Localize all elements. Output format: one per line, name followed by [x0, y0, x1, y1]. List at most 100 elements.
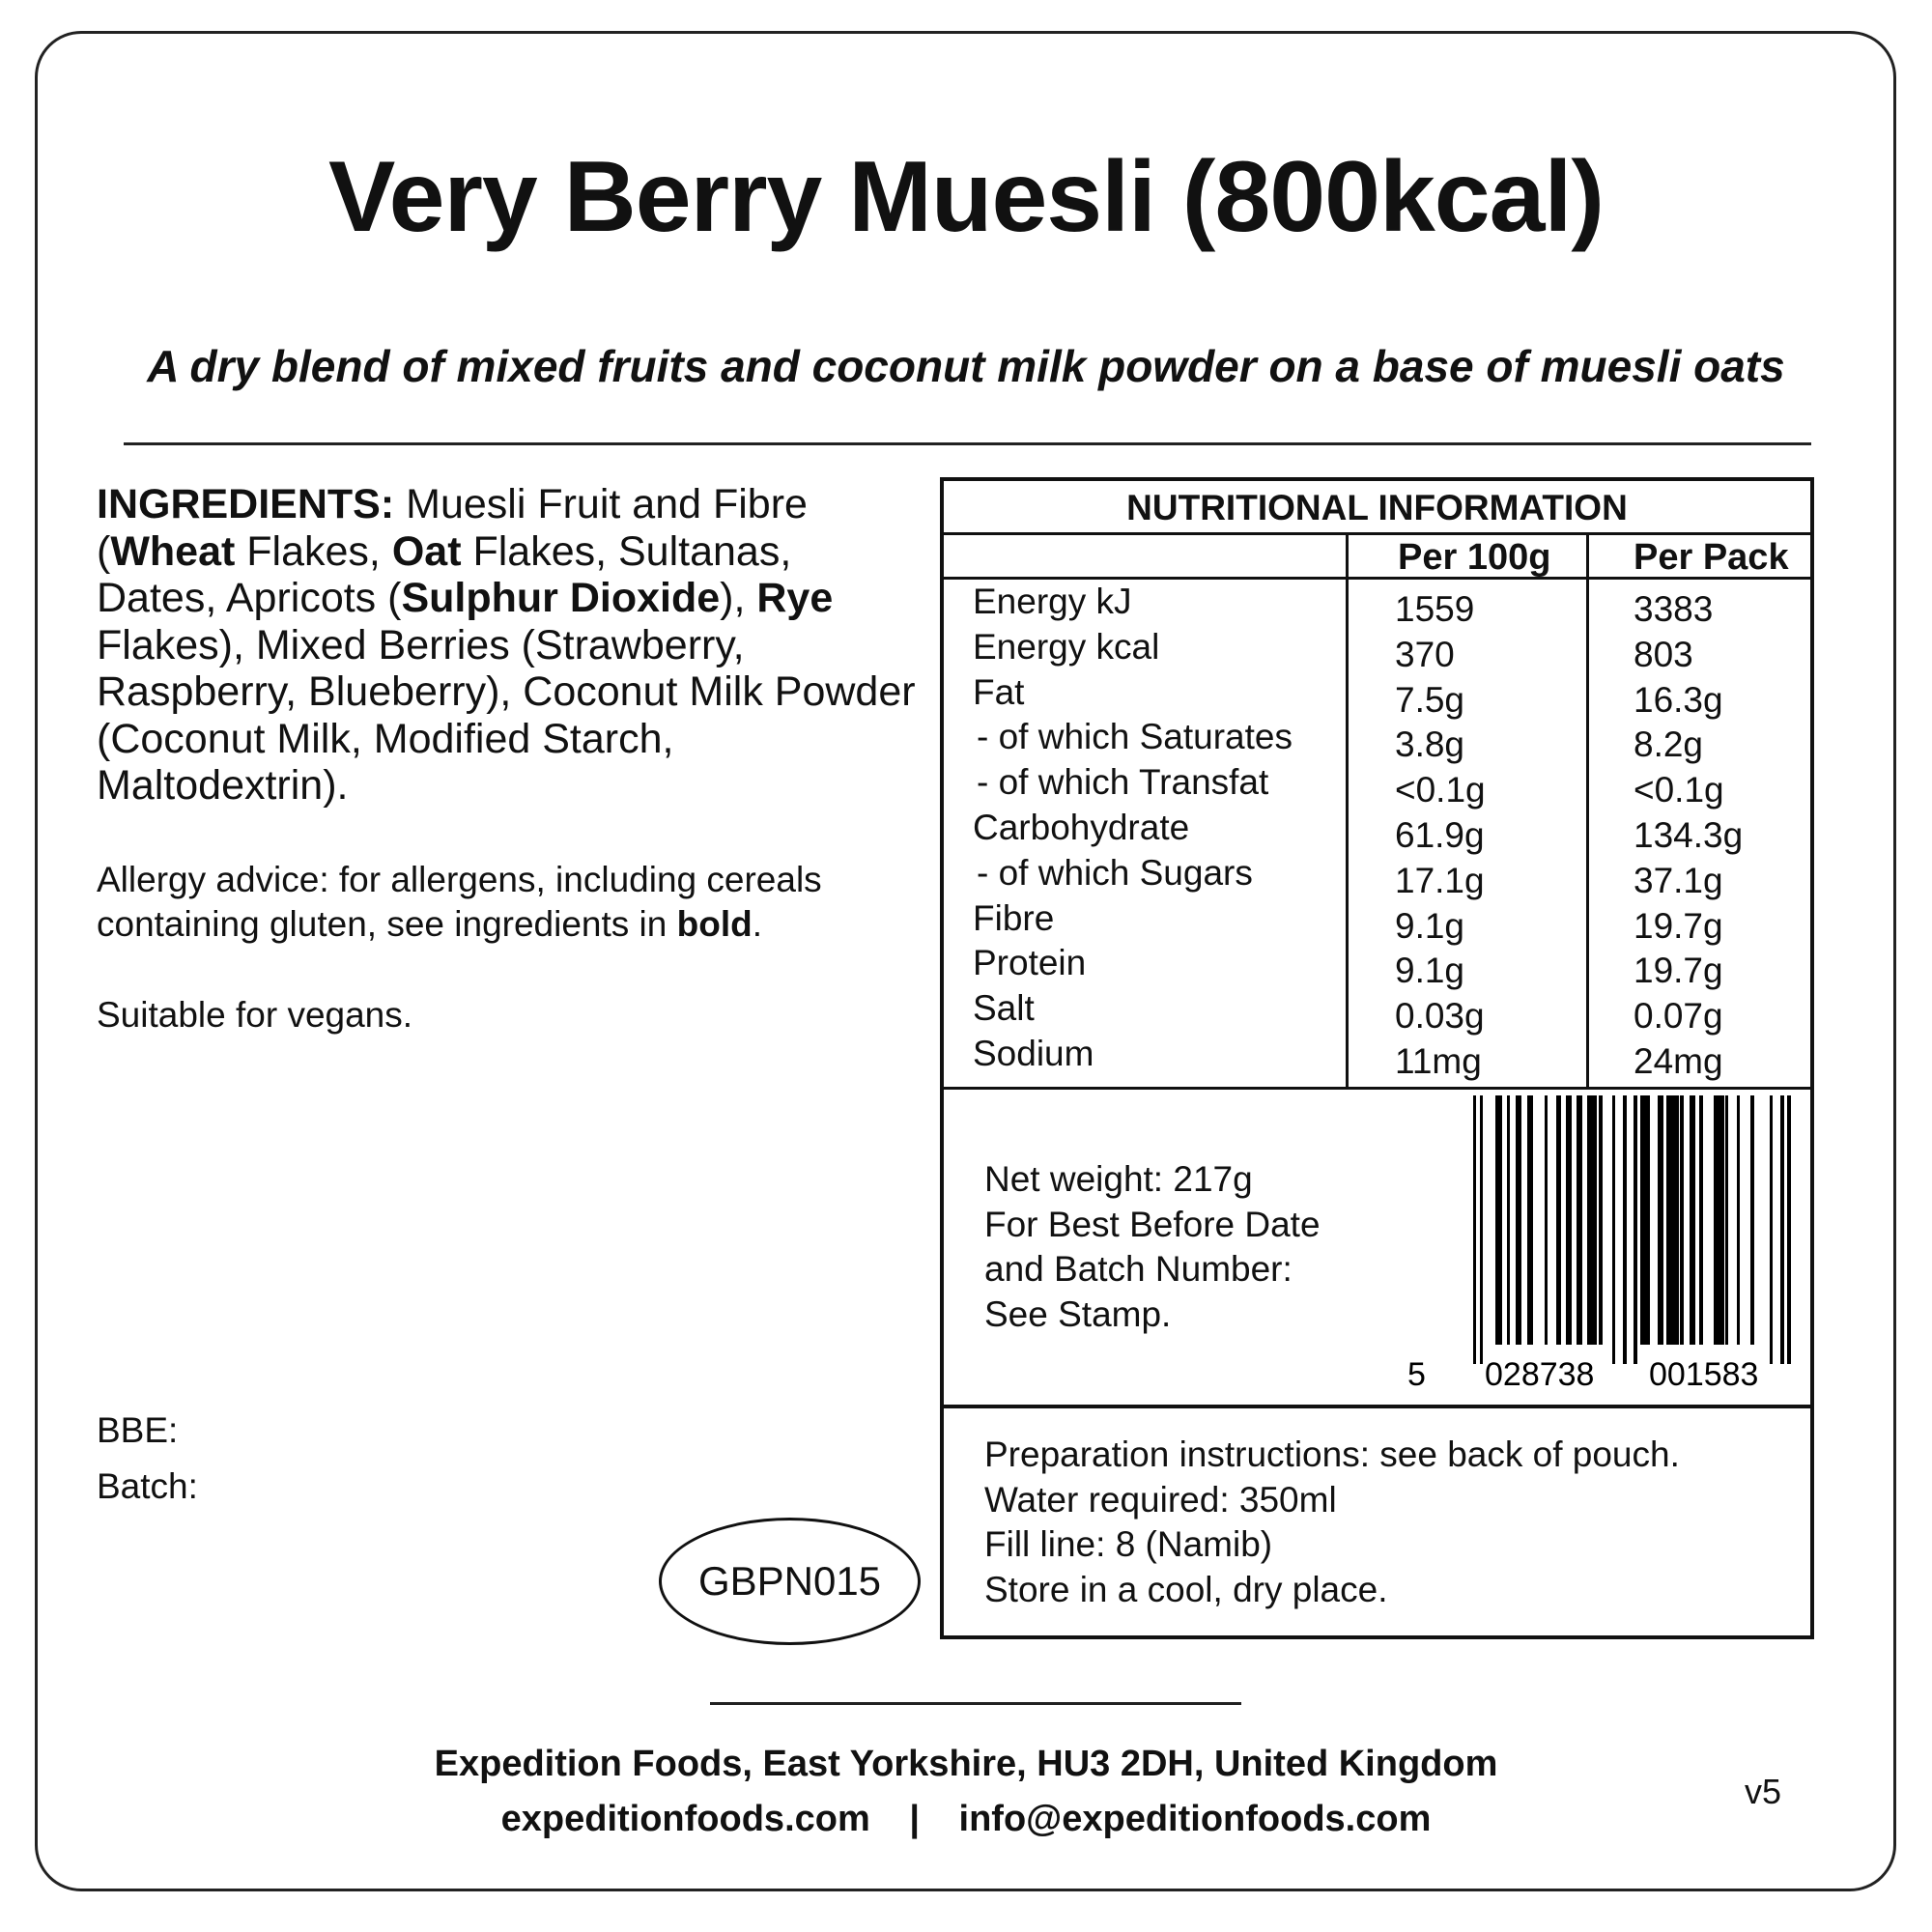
value-per100g: 0.03g	[1395, 996, 1485, 1037]
value-per-pack: 19.7g	[1634, 905, 1723, 946]
label-frame	[35, 31, 1896, 1891]
allergy-bold-word: bold	[676, 904, 753, 944]
allergen-ingredient: Oat	[391, 527, 462, 575]
ingredient-text: Muesli Fruit and Fibre (	[97, 481, 808, 575]
nutrient-name: Energy kJ	[973, 582, 1132, 621]
water-required: Water required: 350ml	[984, 1479, 1337, 1520]
barcode-bar	[1634, 1095, 1636, 1364]
bbe-label: BBE:	[97, 1410, 179, 1450]
email-link[interactable]: info@expeditionfoods.com	[958, 1799, 1432, 1839]
product-code-oval: GBPN015	[659, 1518, 921, 1645]
prep-instructions: Preparation instructions: see back of po…	[984, 1435, 1680, 1474]
barcode-digits-right: 001583	[1649, 1356, 1758, 1393]
barcode-bar	[1599, 1095, 1603, 1345]
barcode: 5 028738 001583	[1407, 1095, 1791, 1393]
barcode-bar	[1566, 1095, 1572, 1345]
ingredient-text: Flakes,	[235, 527, 392, 575]
barcode-bar	[1623, 1095, 1627, 1364]
section-divider	[944, 1405, 1810, 1408]
barcode-bar	[1714, 1095, 1724, 1345]
nutrient-name: Carbohydrate	[973, 807, 1190, 847]
nutrition-row: Fibre 9.1g 19.7g	[944, 896, 1810, 946]
barcode-bar	[1780, 1095, 1784, 1364]
barcode-bar	[1556, 1095, 1561, 1345]
website-link[interactable]: expeditionfoods.com	[500, 1799, 870, 1839]
net-info-line: and Batch Number:	[984, 1249, 1293, 1289]
ingredients-label: INGREDIENTS:	[97, 481, 395, 527]
product-code: GBPN015	[697, 1558, 882, 1604]
barcode-bar	[1527, 1095, 1533, 1345]
value-per-pack: 24mg	[1634, 1040, 1723, 1081]
nutrition-row: - of which Sugars 17.1g 37.1g	[944, 851, 1810, 900]
barcode-bar	[1636, 1095, 1637, 1364]
nutrition-panel: NUTRITIONAL INFORMATION Per 100g Per Pac…	[940, 477, 1814, 1639]
nutrition-row: - of which Transfat <0.1g <0.1g	[944, 760, 1810, 810]
nutrient-name: Energy kcal	[973, 626, 1160, 667]
value-per100g: 9.1g	[1395, 951, 1465, 991]
allergen-ingredient: Wheat	[110, 527, 236, 575]
barcode-bar	[1725, 1095, 1728, 1345]
barcode-bar	[1473, 1095, 1476, 1364]
product-title: Very Berry Muesli (800kcal)	[327, 141, 1605, 253]
value-per-pack: 3383	[1634, 589, 1714, 629]
barcode-bar	[1480, 1095, 1483, 1364]
nutrition-row: Salt 0.03g 0.07g	[944, 986, 1810, 1036]
barcode-digit-first: 5	[1407, 1356, 1426, 1393]
divider-top	[124, 442, 1811, 445]
barcode-bar	[1690, 1095, 1695, 1345]
nutrient-name: Fat	[973, 671, 1025, 712]
value-per100g: 17.1g	[1395, 860, 1485, 900]
value-per100g: 7.5g	[1395, 679, 1465, 720]
nutrient-name: Sodium	[973, 1033, 1094, 1073]
barcode-bar	[1750, 1095, 1754, 1345]
allergy-text: Allergy advice: for allergens, including…	[97, 860, 822, 944]
allergen-ingredient: Sulphur Dioxide	[401, 575, 721, 621]
barcode-bar	[1577, 1095, 1582, 1345]
nutrient-name: - of which Transfat	[977, 762, 1269, 803]
storage-note: Store in a cool, dry place.	[984, 1569, 1388, 1609]
barcode-bar	[1787, 1095, 1791, 1364]
barcode-bar	[1666, 1095, 1679, 1345]
nutrition-row: Energy kJ 1559 3383	[944, 580, 1810, 629]
barcode-digits-left: 028738	[1485, 1356, 1594, 1393]
vegan-note: Suitable for vegans.	[97, 995, 413, 1035]
barcode-bar	[1680, 1095, 1684, 1345]
nutrition-rows: Energy kJ 1559 3383 Energy kcal 370 803 Fat 7.5…	[944, 580, 1810, 1081]
value-per100g: <0.1g	[1395, 770, 1486, 810]
net-info-line: For Best Before Date	[984, 1204, 1321, 1244]
barcode-bar	[1516, 1095, 1521, 1345]
fill-line: Fill line: 8 (Namib)	[984, 1524, 1273, 1564]
batch-label: Batch:	[97, 1466, 198, 1506]
barcode-bar	[1658, 1095, 1663, 1345]
ingredients-text: INGREDIENTS: Muesli Fruit and Fibre (Whe…	[97, 481, 918, 810]
value-per-pack: <0.1g	[1634, 770, 1724, 810]
nutrient-name: Protein	[973, 943, 1087, 983]
ingredient-text: Flakes, Sultanas, Dates, Apricots (	[97, 527, 792, 622]
version-label: v5	[1745, 1772, 1782, 1811]
company-address: Expedition Foods, East Yorkshire, HU3 2D…	[434, 1744, 1498, 1784]
nutrition-title: NUTRITIONAL INFORMATION	[944, 481, 1810, 535]
divider-bottom	[710, 1702, 1241, 1705]
barcode-bar	[1587, 1095, 1597, 1345]
column-divider	[1346, 535, 1349, 1087]
nutrition-row: Protein 9.1g 19.7g	[944, 941, 1810, 990]
nutrient-name: Fibre	[973, 897, 1055, 938]
barcode-bar	[1737, 1095, 1740, 1345]
allergy-advice: Allergy advice: for allergens, including…	[97, 858, 927, 947]
value-per-pack: 0.07g	[1634, 996, 1723, 1037]
value-per-pack: 37.1g	[1634, 860, 1723, 900]
value-per-pack: 16.3g	[1634, 679, 1723, 720]
nutrition-row: Sodium 11mg 24mg	[944, 1032, 1810, 1081]
barcode-bar	[1507, 1095, 1510, 1345]
nutrition-row: - of which Saturates 3.8g 8.2g	[944, 715, 1810, 764]
barcode-bar	[1612, 1095, 1615, 1364]
value-per-pack: 8.2g	[1634, 724, 1704, 765]
barcode-bar	[1699, 1095, 1703, 1345]
allergy-end: .	[752, 904, 763, 944]
value-per100g: 11mg	[1395, 1040, 1482, 1081]
value-per100g: 370	[1395, 634, 1455, 674]
net-weight-info: Net weight: 217g For Best Before Date an…	[984, 1157, 1321, 1337]
net-info-line: See Stamp.	[984, 1293, 1172, 1334]
separator: |	[909, 1799, 920, 1839]
value-per-pack: 19.7g	[1634, 951, 1723, 991]
